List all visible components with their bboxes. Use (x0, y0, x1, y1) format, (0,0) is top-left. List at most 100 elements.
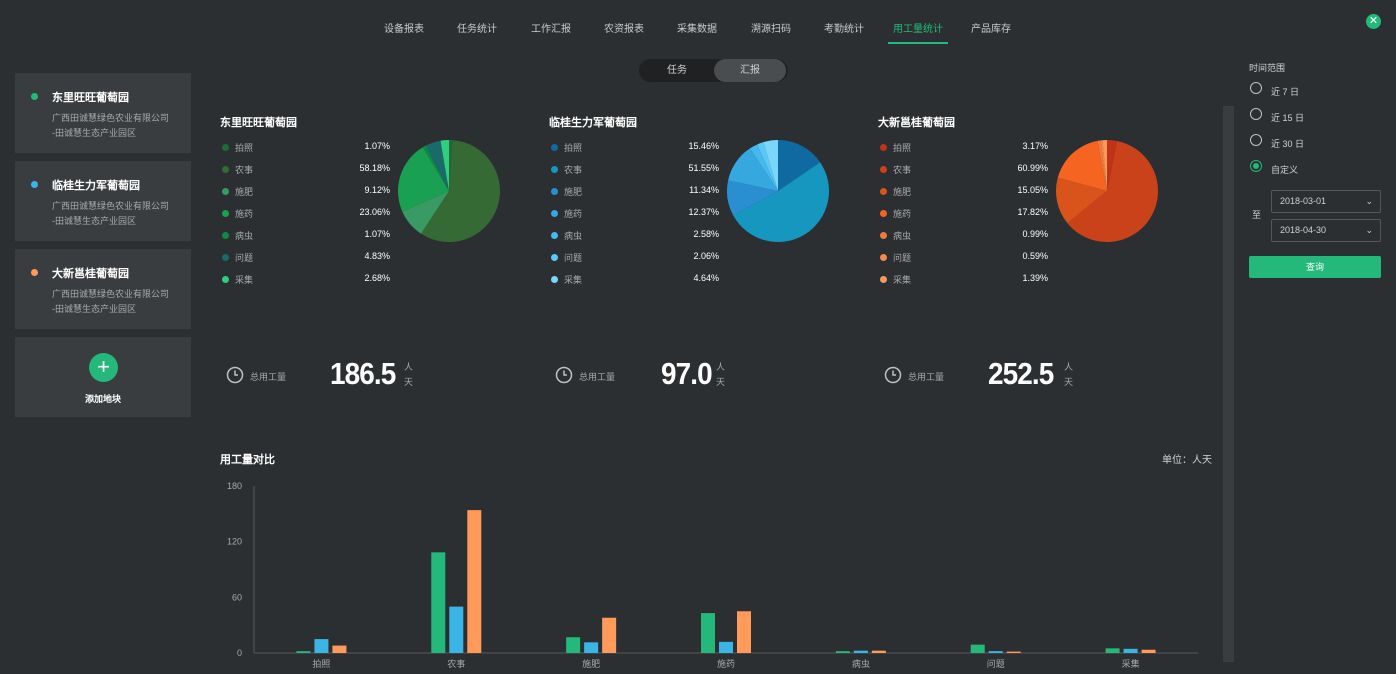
end-date-select[interactable]: 2018-04-30 ⌄ (1271, 219, 1381, 242)
legend-item[interactable]: 采集 2.68% (220, 273, 390, 287)
legend-item[interactable]: 问题 0.59% (878, 251, 1048, 265)
legend-item[interactable]: 拍照 1.07% (220, 141, 390, 155)
legend-item[interactable]: 病虫 1.07% (220, 229, 390, 243)
bar[interactable] (737, 611, 751, 653)
legend-item[interactable]: 施药 12.37% (549, 207, 719, 221)
bar[interactable] (1123, 648, 1138, 653)
legend-percent: 2.68% (364, 273, 390, 283)
toggle-report[interactable]: 汇报 (714, 59, 786, 82)
close-icon[interactable]: ✕ (1366, 14, 1381, 29)
legend-item[interactable]: 农事 51.55% (549, 163, 719, 177)
nav-tab-inventory[interactable]: 产品库存 (971, 24, 1011, 35)
radio-7-days[interactable]: 近 7 日 (1249, 82, 1369, 98)
toggle-task[interactable]: 任务 (667, 65, 687, 76)
farm-color-dot (31, 181, 38, 188)
farm-card-1[interactable]: 东里旺旺葡萄园 广西田诚慧绿色农业有限公司 -田诚慧生态产业园区 (15, 73, 191, 153)
bar[interactable] (584, 642, 599, 653)
radio-30-days[interactable]: 近 30 日 (1249, 134, 1369, 150)
bar-chart-title: 用工量对比 (220, 454, 275, 466)
pie-slice[interactable] (1100, 140, 1107, 191)
pie-slice[interactable] (778, 140, 821, 191)
legend-label: 病虫 (893, 231, 912, 241)
bar[interactable] (602, 617, 617, 653)
legend-item[interactable]: 施肥 11.34% (549, 185, 719, 199)
legend-item[interactable]: 施肥 15.05% (878, 185, 1048, 199)
bar[interactable] (835, 651, 850, 653)
legend-color-dot (222, 232, 229, 239)
bar[interactable] (566, 637, 581, 653)
pie-slice[interactable] (763, 140, 778, 191)
farm-company: 广西田诚慧绿色农业有限公司 (52, 113, 170, 123)
bar[interactable] (314, 639, 329, 653)
bar[interactable] (1105, 648, 1120, 653)
bar[interactable] (871, 650, 886, 653)
pie-slice[interactable] (1057, 140, 1107, 191)
legend-item[interactable]: 病虫 2.58% (549, 229, 719, 243)
nav-tab-labor-stats[interactable]: 用工量统计 (893, 24, 943, 35)
pie-slice[interactable] (728, 148, 778, 191)
farm-card-3[interactable]: 大新邕桂葡萄园 广西田诚慧绿色农业有限公司 -田诚慧生态产业园区 (15, 249, 191, 329)
radio-15-days[interactable]: 近 15 日 (1249, 108, 1369, 124)
legend-item[interactable]: 施药 17.82% (878, 207, 1048, 221)
pie-slice[interactable] (733, 162, 829, 242)
pie-slice[interactable] (1107, 140, 1118, 191)
scrollbar[interactable] (1223, 106, 1234, 662)
pie-slice[interactable] (1097, 140, 1107, 191)
legend-item[interactable]: 农事 60.99% (878, 163, 1048, 177)
farm-card-2[interactable]: 临桂生力军葡萄园 广西田诚慧绿色农业有限公司 -田诚慧生态产业园区 (15, 161, 191, 241)
nav-tab-trace-scan[interactable]: 溯源扫码 (751, 24, 791, 35)
farm-desc: 广西田诚慧绿色农业有限公司 -田诚慧生态产业园区 (52, 287, 169, 317)
legend-item[interactable]: 施肥 9.12% (220, 185, 390, 199)
legend-item[interactable]: 采集 1.39% (878, 273, 1048, 287)
query-button[interactable]: 查询 (1249, 256, 1381, 278)
pie-slice[interactable] (402, 191, 449, 234)
bar[interactable] (296, 651, 311, 653)
bar[interactable] (467, 510, 482, 653)
pie-slice[interactable] (1067, 141, 1158, 242)
pie-slice[interactable] (1102, 140, 1107, 191)
pie-slice[interactable] (749, 144, 778, 191)
nav-tab-work-report[interactable]: 工作汇报 (531, 24, 571, 35)
start-date-select[interactable]: 2018-03-01 ⌄ (1271, 190, 1381, 213)
nav-tab-collect-data[interactable]: 采集数据 (677, 24, 717, 35)
bar[interactable] (332, 645, 347, 653)
legend-item[interactable]: 问题 2.06% (549, 251, 719, 265)
bar[interactable] (1006, 651, 1021, 653)
add-block-button[interactable]: + 添加地块 (15, 337, 191, 417)
nav-tab-farm-supplies[interactable]: 农资报表 (604, 24, 644, 35)
legend-item[interactable]: 病虫 0.99% (878, 229, 1048, 243)
pie-slice[interactable] (420, 140, 500, 242)
nav-tab-attendance[interactable]: 考勤统计 (824, 24, 864, 35)
pie-slice[interactable] (425, 140, 449, 191)
farm-name: 大新邕桂葡萄园 (52, 268, 129, 280)
legend-item[interactable]: 拍照 3.17% (878, 141, 1048, 155)
bar[interactable] (970, 644, 985, 653)
pie-slice[interactable] (727, 180, 778, 216)
legend-item[interactable]: 农事 58.18% (220, 163, 390, 177)
nav-tab-device-report[interactable]: 设备报表 (384, 24, 424, 35)
legend-item[interactable]: 施药 23.06% (220, 207, 390, 221)
bar[interactable] (853, 650, 868, 653)
y-tick-label: 0 (237, 648, 242, 658)
pie-panel-3: 大新邕桂葡萄园 拍照 3.17% 农事 60.99% 施肥 15.05% 施药 17.82% 病… (878, 110, 1198, 310)
radio-custom[interactable]: 自定义 (1249, 160, 1369, 176)
legend-percent: 9.12% (364, 185, 390, 195)
legend-item[interactable]: 采集 4.64% (549, 273, 719, 287)
bar[interactable] (1141, 649, 1156, 653)
pie-slice[interactable] (422, 145, 449, 191)
bar[interactable] (719, 641, 733, 653)
pie-slice[interactable] (398, 147, 449, 212)
bar[interactable] (449, 606, 464, 653)
legend-item[interactable]: 拍照 15.46% (549, 141, 719, 155)
bar[interactable] (431, 552, 446, 653)
legend-item[interactable]: 问题 4.83% (220, 251, 390, 265)
legend-percent: 15.46% (688, 141, 719, 151)
legend-color-dot (880, 166, 887, 173)
pie-slice[interactable] (757, 142, 778, 191)
pie-slice[interactable] (1056, 177, 1107, 224)
nav-tab-task-stats[interactable]: 任务统计 (457, 24, 497, 35)
bar[interactable] (701, 613, 715, 653)
pie-slice[interactable] (449, 140, 453, 191)
bar[interactable] (988, 651, 1003, 653)
pie-slice[interactable] (440, 140, 450, 191)
